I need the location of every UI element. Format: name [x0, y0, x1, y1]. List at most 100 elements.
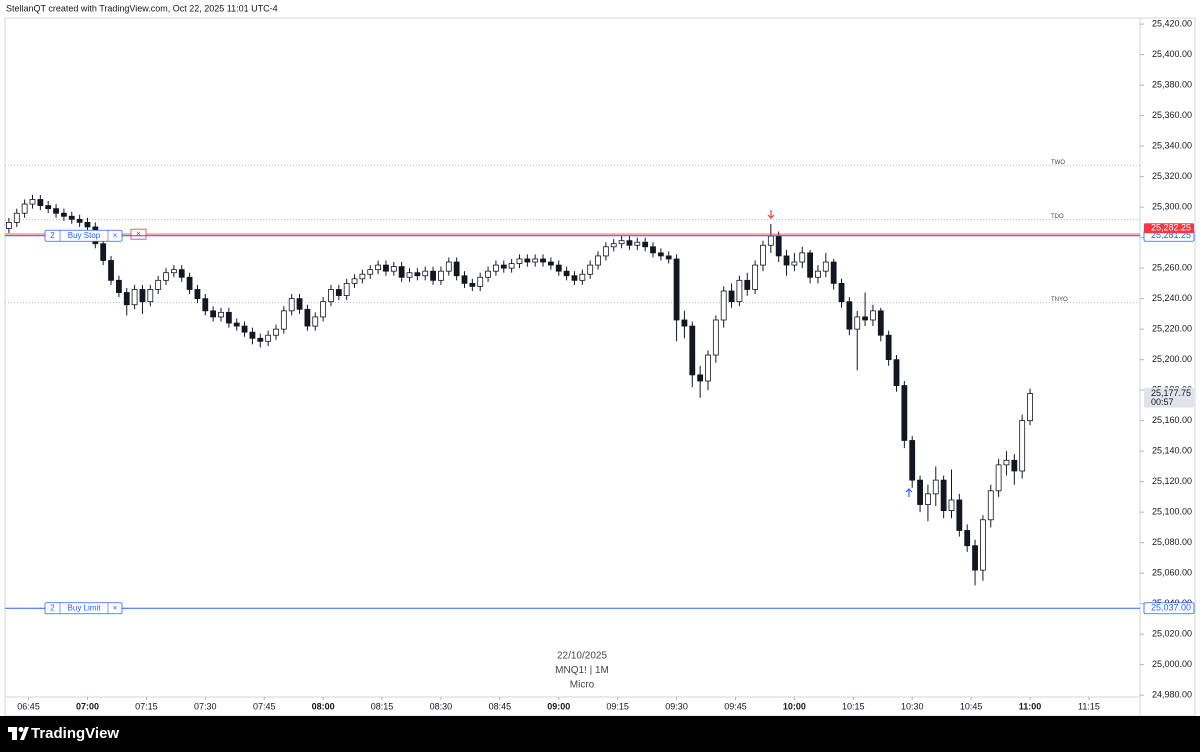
footer-bar	[0, 716, 1200, 752]
candle-body	[218, 311, 224, 318]
candle-body	[917, 479, 923, 505]
candle-body	[202, 298, 209, 312]
candle-body	[980, 519, 986, 571]
candle-body	[752, 264, 759, 290]
order-close[interactable]: ×	[113, 603, 118, 612]
alert-close[interactable]: ×	[136, 229, 141, 239]
y-tick-label: 25,320.00	[1152, 171, 1192, 181]
order-close[interactable]: ×	[113, 231, 118, 240]
y-tick-label: 25,300.00	[1152, 201, 1192, 211]
candle-body	[697, 374, 704, 382]
y-tick-label: 25,340.00	[1152, 140, 1192, 150]
candle-body	[1011, 459, 1018, 472]
x-tick-label: 08:00	[312, 701, 335, 711]
candle-body	[343, 282, 350, 296]
candle-body	[100, 243, 107, 261]
y-tick-label: 25,120.00	[1152, 476, 1192, 486]
candle-body	[657, 252, 664, 257]
order-type: Buy Stop	[68, 231, 101, 240]
order-tag-box	[44, 229, 123, 242]
candle-body	[870, 310, 876, 321]
order-tag-box	[44, 602, 123, 615]
candle-body	[194, 289, 201, 300]
candle-body	[108, 260, 114, 281]
watermark: Micro	[570, 680, 595, 691]
candle-body	[445, 261, 452, 272]
level-label: TDO	[1051, 214, 1064, 220]
candle-body	[131, 289, 138, 306]
candle-body	[13, 212, 20, 223]
candle-body	[854, 316, 861, 330]
x-tick-label: 09:45	[724, 701, 747, 711]
candle-body	[563, 270, 570, 277]
candle-body	[398, 266, 405, 278]
candle-body	[626, 240, 633, 246]
candle-body	[170, 269, 177, 274]
candle-body	[987, 490, 994, 521]
candle-body	[383, 264, 389, 272]
candle-body	[163, 272, 169, 281]
candle-body	[241, 325, 248, 333]
candle-body	[37, 199, 44, 206]
candle-body	[705, 354, 711, 382]
candle-body	[493, 264, 499, 272]
candle-body	[186, 276, 193, 290]
x-tick-label: 09:30	[665, 701, 688, 711]
x-tick-label: 09:00	[547, 701, 570, 711]
candle-body	[53, 208, 59, 214]
y-tick-label: 25,360.00	[1152, 110, 1192, 120]
candle-body	[123, 292, 130, 306]
x-tick-label: 09:15	[606, 701, 629, 711]
last-price-box	[1144, 387, 1194, 408]
candle-body	[822, 261, 829, 272]
alert-price-box	[1144, 223, 1194, 234]
candle-body	[909, 440, 916, 481]
candle-body	[744, 279, 751, 290]
x-tick-label: 10:15	[842, 701, 865, 711]
x-tick-label: 07:00	[76, 701, 99, 711]
y-tick-label: 25,240.00	[1152, 293, 1192, 303]
candle-body	[249, 331, 256, 339]
y-tick-label: 25,140.00	[1152, 446, 1192, 456]
candle-body	[265, 334, 272, 342]
candle-body	[602, 246, 609, 257]
candle-body	[925, 493, 931, 505]
candle-body	[610, 243, 617, 248]
candle-body	[940, 479, 947, 512]
candle-body	[233, 322, 240, 327]
candle-body	[485, 270, 491, 278]
candle-body	[139, 289, 146, 303]
candle-body	[948, 499, 955, 512]
x-tick-label: 10:30	[901, 701, 924, 711]
candle-body	[532, 258, 539, 263]
candle-body	[257, 337, 264, 342]
candle-body	[524, 258, 531, 263]
candle-body	[689, 325, 696, 376]
watermark: 22/10/2025	[557, 651, 607, 662]
footer-brand: TradingView	[31, 725, 119, 742]
last-price-countdown: 00:57	[1151, 397, 1174, 407]
candle-body	[877, 310, 884, 336]
y-tick-label: 25,380.00	[1152, 79, 1192, 89]
order-tag[interactable]: 2 Buy Stop ×	[44, 229, 123, 242]
candle-body	[1027, 393, 1033, 422]
x-tick-label: 08:15	[371, 701, 394, 711]
candle-body	[328, 289, 334, 303]
candle-body	[469, 282, 476, 287]
candle-body	[516, 258, 523, 264]
order-quantity: 2	[50, 231, 55, 240]
candle-body	[6, 221, 12, 229]
candle-body	[767, 235, 774, 246]
tv-logo	[8, 727, 29, 740]
x-tick-label: 06:45	[17, 701, 40, 711]
candle-body	[885, 334, 892, 361]
last-price-label: 25,177.75	[1151, 388, 1191, 398]
candle-body	[540, 258, 546, 263]
candle-body	[84, 221, 91, 228]
candle-body	[791, 261, 798, 266]
candle-body	[296, 298, 303, 310]
order-tag[interactable]: 2 Buy Limit ×	[44, 602, 123, 615]
candle-body	[571, 275, 578, 281]
candle-body	[288, 298, 295, 312]
